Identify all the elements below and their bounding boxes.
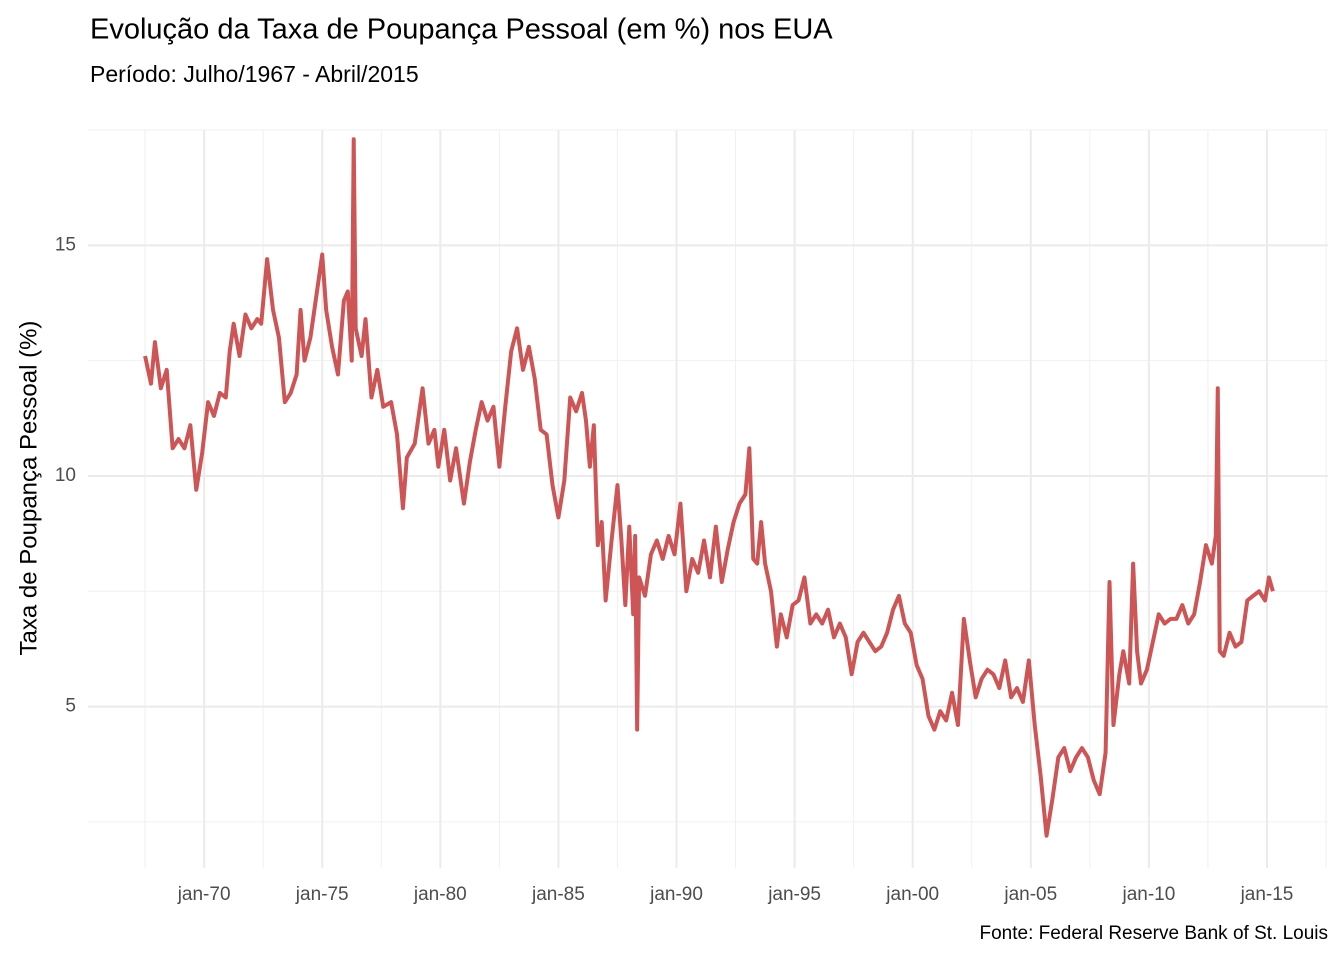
y-axis-label: Taxa de Poupança Pessoal (%) — [15, 321, 42, 656]
caption: Fonte: Federal Reserve Bank of St. Louis — [979, 923, 1328, 944]
x-tick-label: jan-90 — [649, 884, 703, 905]
x-tick-label: jan-75 — [295, 884, 349, 905]
y-tick-label: 10 — [55, 465, 76, 486]
data-line — [143, 137, 1275, 838]
grid — [88, 129, 1328, 868]
x-tick-label: jan-15 — [1240, 884, 1294, 905]
x-tick-label: jan-10 — [1121, 884, 1175, 905]
chart-subtitle: Período: Julho/1967 - Abril/2015 — [90, 61, 419, 87]
plot-area — [143, 137, 1275, 838]
x-tick-label: jan-80 — [413, 884, 467, 905]
x-tick-label: jan-05 — [1003, 884, 1057, 905]
x-tick-label: jan-95 — [767, 884, 821, 905]
chart-title: Evolução da Taxa de Poupança Pessoal (em… — [90, 14, 833, 46]
y-tick-label: 15 — [55, 234, 76, 255]
x-tick-label: jan-85 — [531, 884, 585, 905]
x-tick-label: jan-70 — [177, 884, 231, 905]
x-tick-label: jan-00 — [885, 884, 939, 905]
y-tick-label: 5 — [65, 696, 76, 717]
